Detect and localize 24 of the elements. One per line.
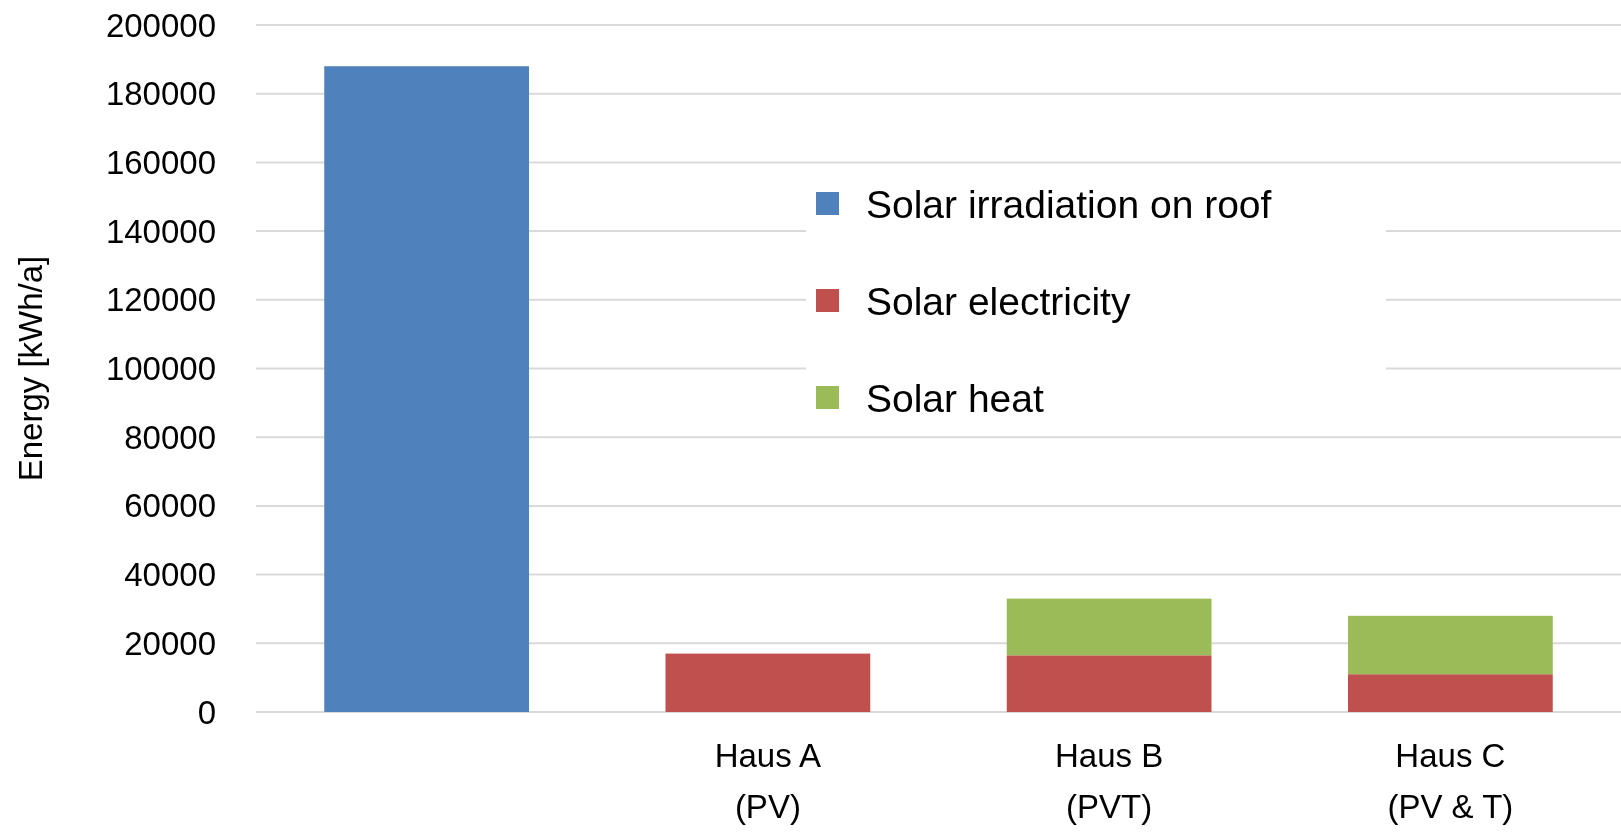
y-tick-label: 100000 (105, 350, 216, 388)
legend-label: Solar electricity (866, 279, 1131, 323)
y-tick-label: 160000 (105, 143, 216, 181)
legend-label: Solar irradiation on roof (866, 182, 1272, 226)
y-axis-title: Energy [kWh/a] (12, 255, 49, 482)
bar (665, 653, 871, 712)
bar (1348, 615, 1553, 675)
y-tick-label: 200000 (105, 6, 216, 44)
y-tick-label: 20000 (124, 624, 216, 662)
legend-label: Solar heat (866, 376, 1044, 420)
bar (1006, 598, 1212, 656)
y-tick-label: 180000 (105, 75, 216, 113)
y-tick-label: 80000 (124, 418, 216, 456)
y-tick-label: 140000 (105, 212, 216, 250)
y-tick-label: 120000 (105, 281, 216, 319)
bar (1348, 674, 1553, 712)
bar (324, 66, 529, 712)
y-tick-label: 60000 (124, 487, 216, 525)
bar (1006, 655, 1212, 712)
x-tick-label: Haus C (PV & T) (1387, 737, 1514, 825)
y-tick-label: 0 (197, 693, 216, 731)
x-tick-label: Haus B (PVT) (1055, 737, 1164, 825)
y-tick-label: 40000 (124, 556, 216, 594)
x-tick-label: Haus A (PV) (714, 737, 822, 825)
